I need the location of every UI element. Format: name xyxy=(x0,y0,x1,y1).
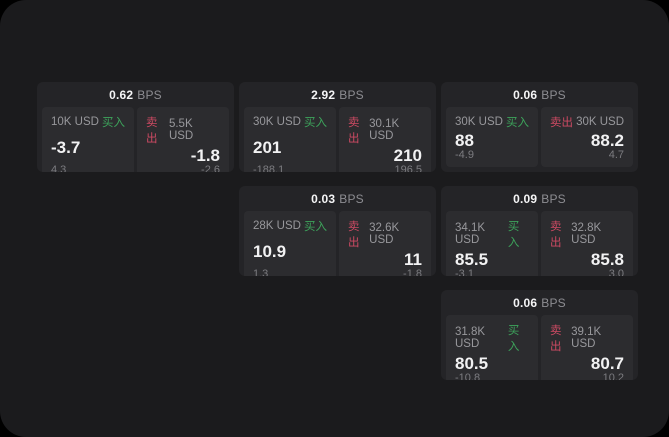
spread-value: 0.09 xyxy=(513,191,538,206)
buy-label: 买入 xyxy=(304,221,327,233)
sell-tile[interactable]: 卖出 32.6K USD 11 -1.8 xyxy=(339,211,431,276)
sell-delta: 196.5 xyxy=(394,164,422,172)
quote-card: 0.06 BPS 30K USD 买入 88 -4.9 卖出 30K USD xyxy=(441,82,638,172)
buy-delta: -3.1 xyxy=(455,268,474,276)
sell-label: 卖出 xyxy=(550,325,562,353)
quote-card: 0.62 BPS 10K USD 买入 -3.7 4.3 卖出 5.5K USD xyxy=(37,82,234,172)
buy-label: 买入 xyxy=(102,117,125,129)
quote-card: 0.03 BPS 28K USD 买入 10.9 1.3 卖出 32.6K US… xyxy=(239,186,436,276)
buy-tile[interactable]: 30K USD 买入 88 -4.9 xyxy=(446,107,538,167)
buy-price: 80.5 xyxy=(455,354,489,373)
spread-value: 0.62 xyxy=(109,87,134,102)
sell-price: 88.2 xyxy=(590,130,624,150)
buy-delta: 4.3 xyxy=(51,164,67,172)
spread-unit: BPS xyxy=(339,191,364,206)
buy-label: 买入 xyxy=(304,117,327,129)
spread-header: 2.92 BPS xyxy=(239,82,436,107)
buy-delta: -4.9 xyxy=(455,149,474,161)
buy-tile[interactable]: 10K USD 买入 -3.7 4.3 xyxy=(42,107,134,172)
buy-delta: 1.3 xyxy=(253,268,269,276)
buy-price: 201 xyxy=(253,138,282,157)
spread-unit: BPS xyxy=(541,191,566,206)
sell-notional: 30K USD xyxy=(576,116,624,128)
buy-label: 买入 xyxy=(507,325,520,353)
spread-value: 0.03 xyxy=(311,191,336,206)
sell-notional: 32.8K USD xyxy=(571,222,602,246)
buy-notional: 10K USD xyxy=(51,116,99,128)
spread-header: 0.62 BPS xyxy=(37,82,234,107)
buy-price: 88 xyxy=(455,130,474,150)
buy-tile[interactable]: 31.8K USD 买入 80.5 -10.8 xyxy=(446,315,538,380)
sell-label: 卖出 xyxy=(550,221,562,249)
sell-tile[interactable]: 卖出 30K USD 88.2 4.7 xyxy=(541,107,633,167)
sell-tile[interactable]: 卖出 32.8K USD 85.8 3.0 xyxy=(541,211,633,276)
buy-notional: 34.1K USD xyxy=(455,222,486,246)
buy-tile[interactable]: 30K USD 买入 201 -188.1 xyxy=(244,107,336,172)
quote-card: 0.09 BPS 34.1K USD 买入 85.5 -3.1 卖出 32.8K… xyxy=(441,186,638,276)
spread-unit: BPS xyxy=(541,87,566,102)
sell-label: 卖出 xyxy=(348,117,360,145)
sell-notional: 5.5K USD xyxy=(168,118,194,142)
buy-tile[interactable]: 34.1K USD 买入 85.5 -3.1 xyxy=(446,211,538,276)
quote-grid: 0.62 BPS 10K USD 买入 -3.7 4.3 卖出 5.5K USD xyxy=(37,82,638,380)
sell-delta: 4.7 xyxy=(608,149,624,161)
buy-price: 10.9 xyxy=(253,242,287,261)
buy-notional: 30K USD xyxy=(253,116,301,128)
buy-notional: 30K USD xyxy=(455,116,503,128)
sell-delta: 3.0 xyxy=(608,268,624,276)
sell-delta: -1.8 xyxy=(403,268,422,276)
spread-header: 0.06 BPS xyxy=(441,290,638,315)
sell-notional: 32.6K USD xyxy=(369,222,400,246)
buy-delta: -188.1 xyxy=(253,164,285,172)
sell-label: 卖出 xyxy=(550,117,573,129)
sell-delta: -2.6 xyxy=(201,164,220,172)
buy-label: 买入 xyxy=(506,117,529,129)
spread-header: 0.03 BPS xyxy=(239,186,436,211)
buy-price: 85.5 xyxy=(455,250,489,269)
sell-price: 11 xyxy=(404,250,422,269)
sell-notional: 30.1K USD xyxy=(369,118,400,142)
sell-price: 85.8 xyxy=(590,250,624,269)
sell-delta: 10.2 xyxy=(602,372,624,380)
spread-unit: BPS xyxy=(339,87,364,102)
spread-value: 0.06 xyxy=(513,87,538,102)
sell-tile[interactable]: 卖出 30.1K USD 210 196.5 xyxy=(339,107,431,172)
spread-unit: BPS xyxy=(137,87,162,102)
spread-header: 0.09 BPS xyxy=(441,186,638,211)
buy-tile[interactable]: 28K USD 买入 10.9 1.3 xyxy=(244,211,336,276)
sell-price: 80.7 xyxy=(590,354,624,373)
buy-label: 买入 xyxy=(507,221,520,249)
sell-tile[interactable]: 卖出 5.5K USD -1.8 -2.6 xyxy=(137,107,229,172)
sell-price: 210 xyxy=(393,146,422,165)
buy-price: -3.7 xyxy=(51,138,81,157)
quote-card: 2.92 BPS 30K USD 买入 201 -188.1 卖出 30.1K … xyxy=(239,82,436,172)
spread-header: 0.06 BPS xyxy=(441,82,638,107)
spread-value: 0.06 xyxy=(513,295,538,310)
buy-notional: 31.8K USD xyxy=(455,326,486,350)
quote-card: 0.06 BPS 31.8K USD 买入 80.5 -10.8 卖出 39.1… xyxy=(441,290,638,380)
spread-value: 2.92 xyxy=(311,87,336,102)
spread-unit: BPS xyxy=(541,295,566,310)
buy-delta: -10.8 xyxy=(455,372,481,380)
buy-notional: 28K USD xyxy=(253,220,301,232)
sell-label: 卖出 xyxy=(348,221,360,249)
sell-label: 卖出 xyxy=(146,117,158,145)
sell-notional: 39.1K USD xyxy=(571,326,602,350)
sell-tile[interactable]: 卖出 39.1K USD 80.7 10.2 xyxy=(541,315,633,380)
sell-price: -1.8 xyxy=(190,146,220,165)
